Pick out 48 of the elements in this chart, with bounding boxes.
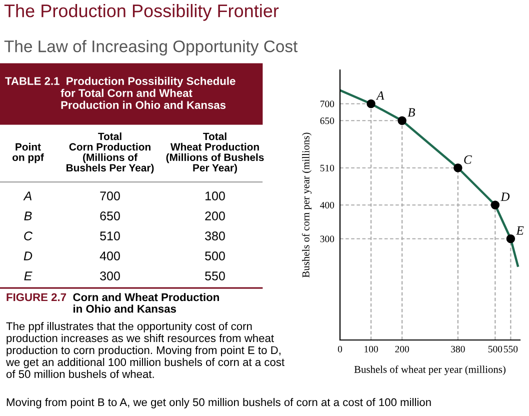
text: Point on ppf	[12, 142, 44, 164]
x-tick-label: 550	[504, 346, 518, 352]
y-tick-label: 700	[320, 100, 334, 108]
text: C	[24, 232, 33, 240]
y-tick-label: 400	[320, 202, 334, 208]
point	[454, 164, 462, 172]
text: A	[23, 192, 32, 200]
point	[366, 99, 376, 108]
text: 200	[205, 212, 225, 220]
text: 550	[205, 272, 225, 280]
point	[398, 116, 406, 125]
annotation: E	[516, 226, 524, 235]
point	[506, 234, 516, 244]
y-tick-label: 510	[320, 164, 334, 172]
x-axis-title: Bushels of wheat per year (millions)	[354, 365, 506, 376]
text: E	[24, 272, 32, 280]
text: Total Wheat Production (Millions of Bushels Per Year)	[166, 132, 264, 174]
text: 300	[100, 272, 120, 280]
annotation: C	[464, 155, 472, 164]
annotation: B	[408, 108, 415, 116]
annotation: A	[376, 91, 384, 100]
text: 650	[100, 212, 120, 220]
text: 700	[100, 192, 120, 200]
x-tick-label: 500	[488, 346, 502, 352]
text: B	[24, 212, 32, 220]
text: Corn and Wheat Production in Ohio and Kansas	[73, 293, 219, 313]
text: D	[24, 252, 32, 260]
x-tick-label: 0	[338, 346, 342, 352]
x-tick-label: 380	[451, 346, 465, 352]
text: The ppf illustrates that the opportunity cost of corn production increases as we shift resources from wheat production to corn production. Moving from point E to D, we get an additional 100 million bushels of corn at a cost of 50 million bushels of wheat.	[6, 322, 284, 378]
caption: TABLE 2.1 Production Possibility Schedule for Total Corn and Wheat Production in Ohio and Kansas	[5, 76, 236, 109]
x-tick-label: 100	[364, 346, 378, 352]
x-tick-label: 200	[395, 346, 409, 352]
point	[490, 200, 500, 210]
y-axis-title: Bushels of corn per year (millions)	[302, 132, 312, 278]
caption: FIGURE 2.7	[6, 293, 66, 302]
text: The Production Possibility Frontier	[4, 4, 279, 21]
text: Total Corn Production (Millions of Bushels Per Year)	[66, 132, 154, 174]
y-tick-label: 650	[320, 118, 334, 124]
y-tick-label: 300	[320, 236, 334, 242]
text: 100	[206, 192, 225, 200]
text: 510	[100, 232, 120, 240]
text: The Law of Increasing Opportunity Cost	[4, 40, 298, 56]
text: 400	[100, 252, 120, 260]
text: 500	[205, 252, 225, 260]
text: Moving from point B to A, we get only 50 million bushels of corn at a cost of 100 million	[6, 398, 431, 408]
text: 380	[205, 232, 225, 240]
annotation: D	[500, 192, 510, 201]
